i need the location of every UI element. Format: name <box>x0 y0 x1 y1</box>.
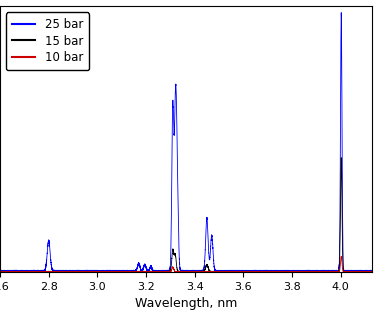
10 bar <box>95 270 100 274</box>
10 bar <box>75 270 79 274</box>
10 bar <box>54 270 58 274</box>
15 bar <box>196 269 201 273</box>
Legend: 25 bar, 15 bar, 10 bar: 25 bar, 15 bar, 10 bar <box>6 12 89 70</box>
10 bar <box>17 270 22 274</box>
10 bar <box>227 270 232 274</box>
15 bar <box>227 269 232 273</box>
Line: 10 bar: 10 bar <box>0 257 377 272</box>
15 bar <box>275 270 279 274</box>
10 bar <box>339 255 344 259</box>
25 bar <box>191 269 195 273</box>
25 bar <box>339 11 344 14</box>
Line: 15 bar: 15 bar <box>0 158 377 272</box>
25 bar <box>375 269 380 273</box>
15 bar <box>54 270 58 274</box>
10 bar <box>0 270 2 274</box>
15 bar <box>339 156 344 160</box>
25 bar <box>196 268 201 272</box>
25 bar <box>17 268 22 272</box>
10 bar <box>191 269 195 273</box>
25 bar <box>0 269 2 273</box>
15 bar <box>0 270 2 274</box>
Line: 25 bar: 25 bar <box>0 12 377 272</box>
10 bar <box>196 270 201 274</box>
15 bar <box>17 270 22 274</box>
25 bar <box>227 269 232 273</box>
15 bar <box>375 270 380 274</box>
10 bar <box>375 270 380 274</box>
X-axis label: Wavelength, nm: Wavelength, nm <box>135 297 238 310</box>
15 bar <box>191 269 195 273</box>
25 bar <box>95 269 100 273</box>
15 bar <box>95 269 100 273</box>
25 bar <box>54 270 58 274</box>
25 bar <box>89 270 93 274</box>
